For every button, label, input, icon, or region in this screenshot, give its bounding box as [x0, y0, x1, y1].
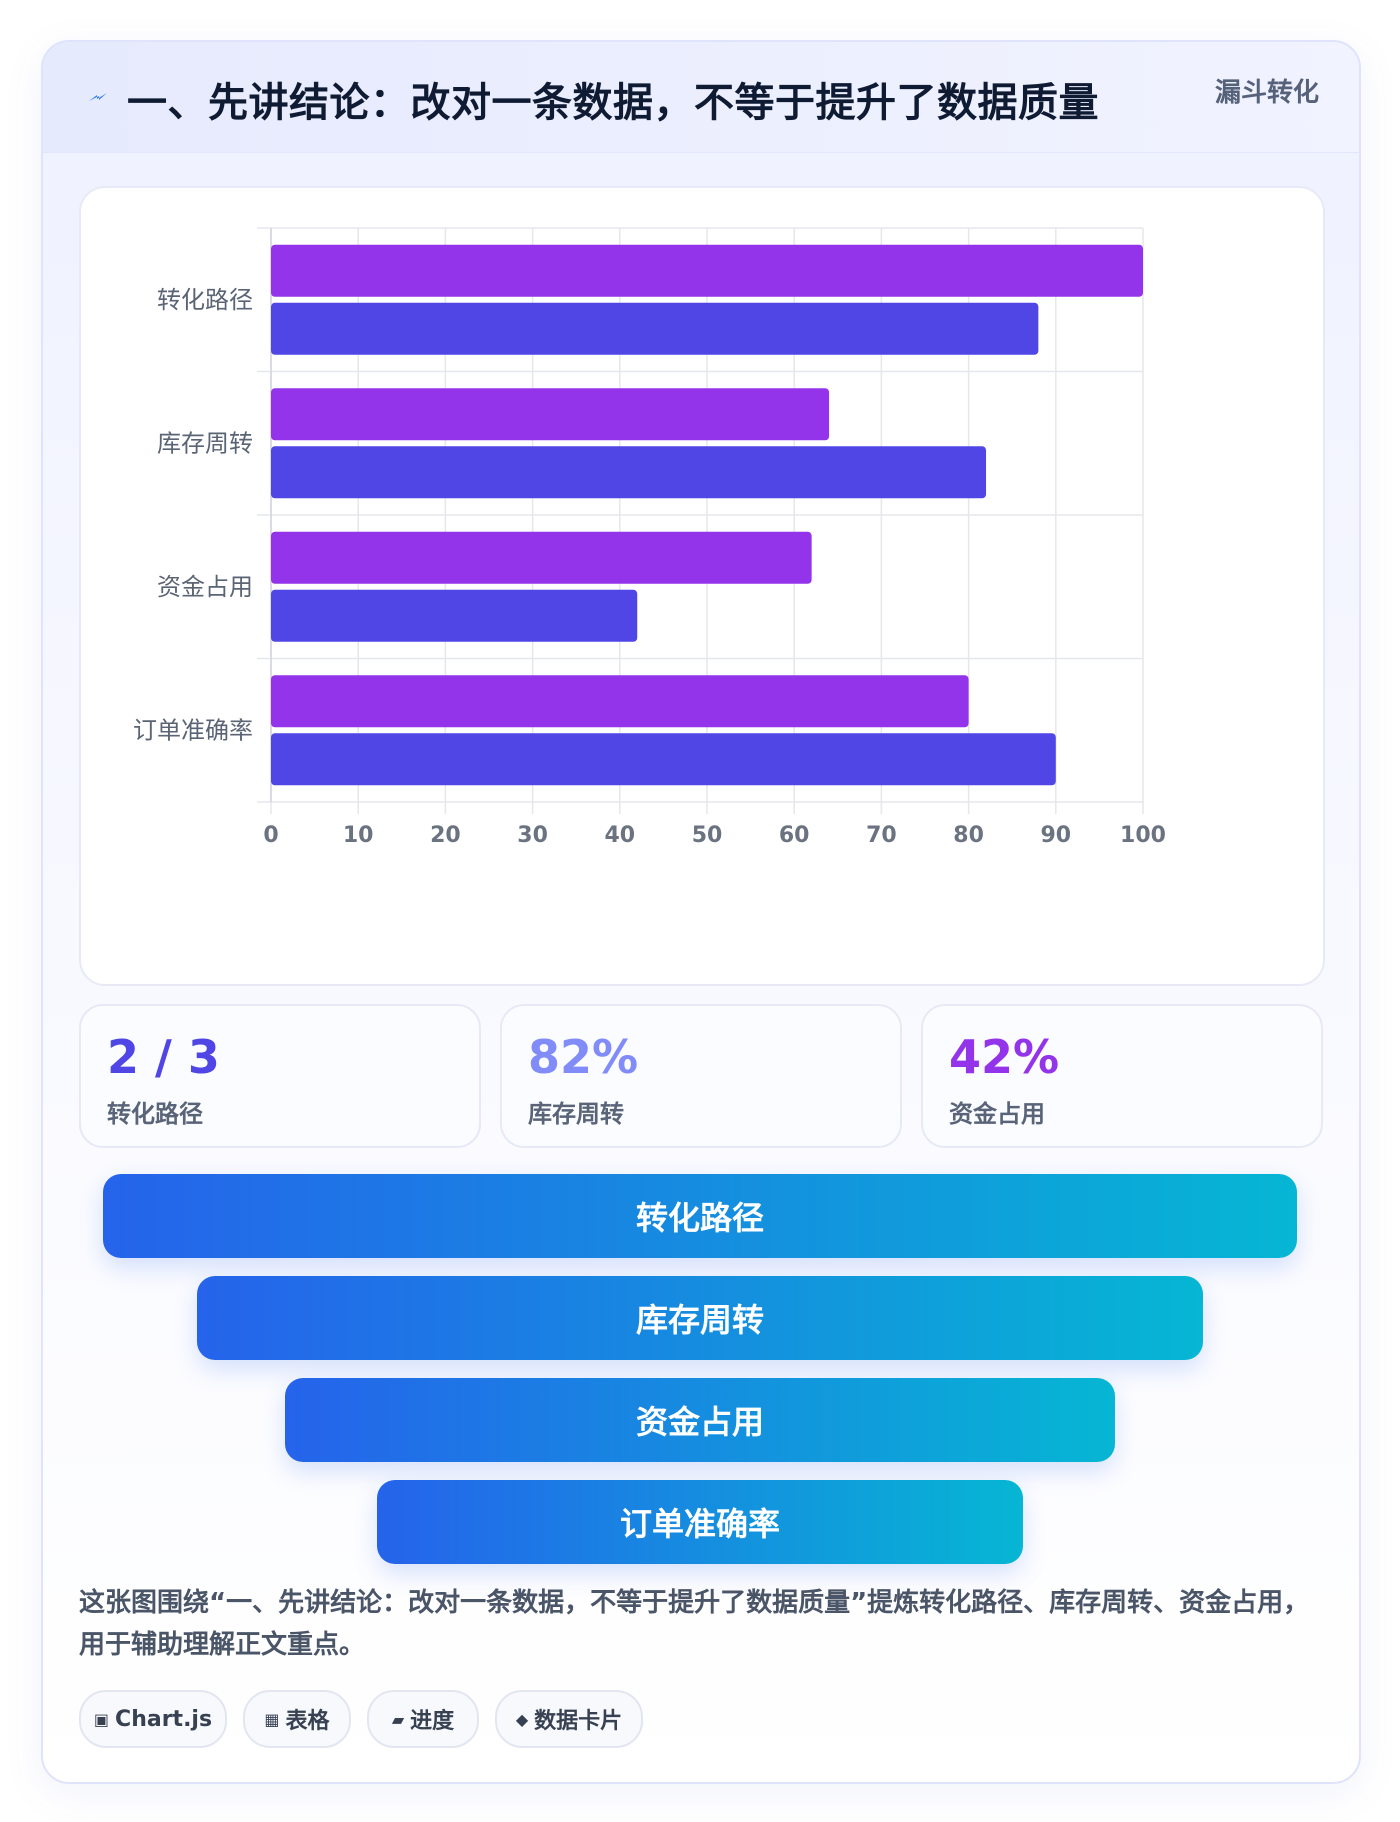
x-tick-label: 20	[430, 823, 461, 848]
stat-card: 42% 资金占用	[921, 1004, 1323, 1148]
x-tick-label: 10	[343, 823, 374, 848]
stat-cards: 2 / 3 转化路径 82% 库存周转 42% 资金占用	[79, 1004, 1323, 1148]
stat-card: 82% 库存周转	[500, 1004, 902, 1148]
bar	[271, 388, 830, 441]
bar	[271, 302, 1039, 355]
card-header: 一、先讲结论：改对一条数据，不等于提升了数据质量 漏斗转化	[43, 42, 1359, 153]
stat-label: 资金占用	[949, 1100, 1045, 1128]
chart-card: 一、先讲结论：改对一条数据，不等于提升了数据质量 漏斗转化 0 10 20 30 40 5…	[41, 40, 1361, 1784]
bar-chart-panel: 0 10 20 30 40 50 60 70 80 90 100 转化路径库存周转资金占用订单准确率	[79, 186, 1325, 986]
table-icon: ▦	[264, 1709, 280, 1729]
chart-description: 这张图围绕“一、先讲结论：改对一条数据，不等于提升了数据质量”提炼转化路径、库存…	[79, 1588, 1310, 1660]
x-tick-label: 50	[692, 823, 723, 848]
stat-label: 库存周转	[528, 1100, 624, 1128]
bar	[271, 244, 1143, 297]
category-tag: 漏斗转化	[1214, 78, 1319, 108]
chart-icon: ▣	[93, 1709, 110, 1729]
x-tick-label: 0	[263, 823, 278, 848]
x-tick-label: 80	[953, 823, 984, 848]
x-tick-label: 70	[866, 823, 897, 848]
x-tick-label: 30	[517, 823, 548, 848]
bar	[271, 675, 969, 728]
progress-icon: ▰	[391, 1709, 405, 1729]
diamond-icon: ◆	[515, 1709, 529, 1729]
x-tick-label: 40	[604, 823, 635, 848]
bar	[271, 589, 638, 642]
funnel-step-4: 订单准确率	[377, 1480, 1023, 1564]
bar	[271, 531, 812, 584]
stat-label: 转化路径	[107, 1100, 203, 1128]
stat-card: 2 / 3 转化路径	[79, 1004, 481, 1148]
x-tick-label: 60	[779, 823, 810, 848]
chip-table[interactable]: ▦ 表格	[243, 1690, 351, 1748]
chip-data-card[interactable]: ◆ 数据卡片	[495, 1690, 643, 1748]
chip-label: 进度	[410, 1709, 455, 1734]
funnel-step-1: 转化路径	[103, 1174, 1297, 1258]
chip-label: Chart.js	[115, 1706, 213, 1732]
y-category-label: 订单准确率	[133, 716, 253, 744]
chip-label: 数据卡片	[534, 1709, 623, 1734]
stat-value: 82%	[528, 1030, 639, 1084]
lightning-icon	[89, 93, 107, 101]
x-tick-label: 100	[1120, 823, 1166, 848]
y-category-label: 转化路径	[157, 286, 253, 314]
chip-label: 表格	[285, 1709, 330, 1734]
chip-chartjs[interactable]: ▣ Chart.js	[79, 1690, 227, 1748]
stat-value: 42%	[949, 1030, 1060, 1084]
stat-value: 2 / 3	[107, 1030, 220, 1084]
page-title: 一、先讲结论：改对一条数据，不等于提升了数据质量	[127, 80, 1099, 126]
funnel-step-3: 资金占用	[285, 1378, 1115, 1462]
y-category-label: 资金占用	[157, 573, 253, 601]
chip-progress[interactable]: ▰ 进度	[367, 1690, 479, 1748]
x-tick-label: 90	[1040, 823, 1071, 848]
funnel-step-2: 库存周转	[197, 1276, 1203, 1360]
bar	[271, 446, 987, 499]
bar	[271, 733, 1056, 786]
y-category-label: 库存周转	[157, 429, 253, 457]
